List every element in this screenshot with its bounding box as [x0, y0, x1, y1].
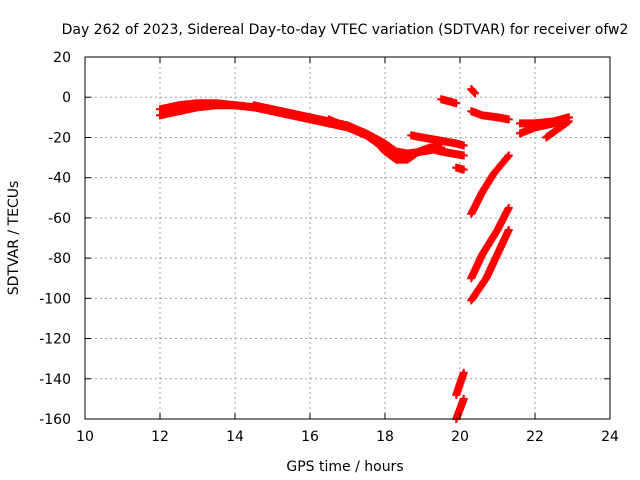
y-tick-label: -40	[48, 171, 71, 187]
x-tick-label: 16	[301, 429, 319, 445]
data-point-trail	[452, 370, 468, 398]
data-series	[452, 163, 468, 174]
data-series	[452, 368, 468, 399]
data-series	[467, 225, 513, 305]
data-point-trail	[479, 227, 501, 257]
data-point	[471, 89, 479, 98]
data-point	[564, 117, 573, 126]
x-tick-label: 22	[526, 429, 544, 445]
y-tick-label: -140	[39, 372, 71, 388]
data-point-trail	[517, 123, 538, 137]
data-point-trail	[490, 152, 512, 177]
data-series	[467, 107, 513, 124]
data-point	[459, 165, 468, 174]
data-point-trail	[494, 205, 513, 233]
data-point-trail	[344, 124, 369, 139]
y-tick-label: -120	[39, 332, 71, 348]
data-points	[156, 85, 573, 423]
x-tick-label: 24	[601, 429, 619, 445]
data-point-trail	[479, 170, 497, 195]
x-tick-label: 20	[451, 429, 469, 445]
y-tick-label: -20	[48, 130, 71, 146]
data-point	[452, 99, 461, 108]
data-point-trail	[326, 115, 351, 131]
x-tick-label: 10	[76, 429, 94, 445]
data-series	[467, 85, 479, 98]
data-point	[459, 394, 468, 403]
y-tick-label: -60	[48, 211, 71, 227]
data-point	[459, 141, 468, 150]
y-tick-label: 0	[62, 90, 71, 106]
data-series	[542, 117, 573, 142]
data-point-trail	[482, 251, 501, 281]
y-tick-label: 20	[53, 50, 71, 66]
data-point-trail	[468, 275, 490, 304]
data-point-trail	[452, 396, 468, 422]
y-tick-label: -80	[48, 251, 71, 267]
axes: 10 12 14 16 18 20 22 24 20 0 -20 -40 -60 -80 -100 -120 -…	[39, 50, 619, 445]
data-series	[437, 95, 461, 108]
data-point	[459, 151, 468, 160]
data-point	[504, 151, 513, 160]
data-point	[504, 203, 513, 212]
plot-frame	[84, 56, 611, 420]
x-tick-label: 18	[376, 429, 394, 445]
x-tick-label: 14	[226, 429, 244, 445]
data-series	[467, 151, 513, 218]
y-axis-label: SDTVAR / TECUs	[6, 181, 22, 296]
data-point-trail	[467, 251, 486, 281]
data-point-trail	[467, 189, 486, 217]
data-series	[407, 131, 468, 150]
data-point	[504, 225, 513, 234]
data-series	[467, 203, 513, 283]
data-point-trail	[494, 227, 513, 257]
data-point	[504, 115, 513, 124]
data-point-trail	[374, 140, 388, 155]
data-series	[324, 115, 446, 164]
data-point-trail	[468, 86, 479, 97]
data-series	[516, 113, 573, 128]
x-tick-label: 12	[151, 429, 169, 445]
data-point	[459, 368, 468, 377]
x-axis-label: GPS time / hours	[286, 459, 403, 475]
chart-title: Day 262 of 2023, Sidereal Day-to-day VTE…	[62, 22, 629, 38]
y-tick-label: -100	[39, 291, 71, 307]
y-tick-label: -160	[39, 412, 71, 428]
